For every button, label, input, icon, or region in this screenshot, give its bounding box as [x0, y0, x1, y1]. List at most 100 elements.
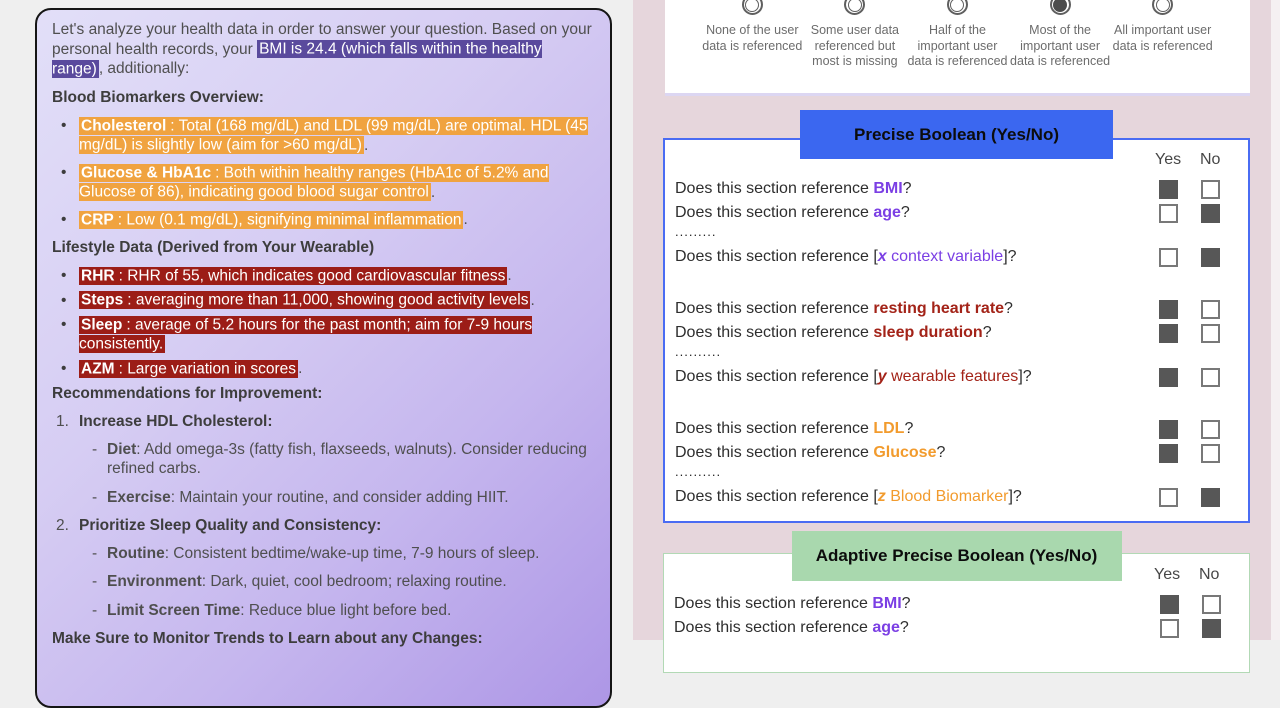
text-run: : Dark, quiet, cool bedroom; relaxing ro… — [201, 573, 507, 590]
list-item-text: Sleep: average of 5.2 hours for the past… — [79, 315, 595, 354]
question-keyword: wearable features — [886, 368, 1019, 385]
highlighted-text: AZM — [79, 359, 117, 378]
highlighted-text: CRP — [79, 210, 116, 229]
highlighted-text: : average of 5.2 hours for the past mont… — [79, 315, 533, 353]
page-edge — [1271, 0, 1280, 640]
text-run: . — [530, 291, 535, 309]
variable-letter: y — [877, 368, 887, 385]
no-checkbox[interactable] — [1201, 203, 1220, 223]
no-checkbox[interactable] — [1202, 618, 1221, 638]
radio-icon[interactable] — [946, 0, 968, 15]
yes-checkbox[interactable] — [1159, 179, 1178, 199]
radio-icon[interactable] — [1152, 0, 1174, 15]
sub-item: - Environment: Dark, quiet, cool bedroom;… — [92, 572, 595, 592]
question-suffix: ? — [982, 324, 992, 341]
list-item-text: CRP: Low (0.1 mg/dL), signifying minimal… — [79, 210, 595, 230]
adaptive-precise-boolean-panel: Adaptive Precise Boolean (Yes/No) Yes No Do… — [663, 531, 1250, 673]
no-checkbox[interactable] — [1201, 367, 1220, 387]
text-run: Blood Biomarkers Overview: — [52, 88, 264, 106]
yes-checkbox[interactable] — [1159, 367, 1178, 387]
question-prefix: Does this section reference — [675, 300, 874, 317]
radio-icon[interactable] — [741, 0, 763, 15]
radio-selected-icon[interactable] — [1049, 0, 1071, 15]
no-checkbox[interactable] — [1201, 419, 1220, 439]
radio-icon[interactable] — [844, 0, 866, 15]
text-run: Diet — [107, 440, 137, 458]
yes-checkbox[interactable] — [1159, 487, 1178, 507]
question-row: Does this section reference [y wearable … — [675, 365, 1220, 389]
question-text: Does this section reference BMI? — [675, 180, 1159, 198]
ellipsis-row: .......... — [675, 464, 722, 479]
likert-option: Most of the important user data is refer… — [1009, 0, 1112, 93]
no-checkbox[interactable] — [1201, 247, 1220, 267]
yes-checkbox[interactable] — [1159, 203, 1178, 223]
bullet-icon: • — [61, 291, 67, 309]
question-keyword: resting heart rate — [873, 300, 1005, 317]
question-text: Does this section reference LDL? — [675, 420, 1159, 438]
no-checkbox[interactable] — [1202, 594, 1221, 614]
section-heading: Lifestyle Data (Derived from Your Wearab… — [52, 238, 595, 258]
text-run: : Reduce blue light before bed. — [240, 601, 452, 619]
item-number: 1. — [56, 413, 69, 430]
question-text: Does this section reference [y wearable … — [675, 368, 1159, 386]
highlighted-text: : averaging more than 11,000, showing go… — [125, 291, 531, 309]
section-heading: Make Sure to Monitor Trends to Learn abo… — [52, 629, 595, 649]
sub-item-text: Exercise: Maintain your routine, and con… — [107, 488, 595, 508]
text-run: Exercise — [107, 488, 171, 506]
ellipsis-row: ......... — [675, 224, 717, 239]
question-keyword: Glucose — [873, 444, 937, 461]
question-prefix: Does this section reference — [675, 420, 874, 437]
bullet-icon: • — [61, 316, 67, 333]
question-suffix: ? — [899, 619, 909, 636]
bullet-icon: • — [61, 164, 67, 181]
question-prefix: Does this section reference — [674, 595, 873, 612]
question-row: Does this section reference age? — [674, 616, 1221, 640]
no-checkbox[interactable] — [1201, 299, 1220, 319]
bullet-icon: • — [61, 360, 67, 377]
yes-checkbox[interactable] — [1159, 323, 1178, 343]
yes-checkbox[interactable] — [1160, 594, 1179, 614]
question-suffix: ? — [902, 180, 912, 197]
ellipsis-row: .......... — [675, 344, 722, 359]
question-keyword: LDL — [873, 420, 905, 437]
no-checkbox[interactable] — [1201, 487, 1220, 507]
text-run: . — [430, 183, 436, 201]
likert-option-label: All important user data is referenced — [1112, 23, 1213, 53]
yes-checkbox[interactable] — [1159, 443, 1178, 463]
likert-option-label: Most of the important user data is refer… — [1010, 23, 1111, 68]
highlighted-text: Glucose & HbA1c — [79, 163, 214, 182]
yes-checkbox[interactable] — [1159, 299, 1178, 319]
spacer — [675, 389, 1220, 417]
question-row: Does this section reference [z Blood Bio… — [675, 485, 1220, 509]
highlighted-text: Cholesterol — [79, 116, 169, 135]
highlighted-text: RHR — [79, 266, 117, 285]
question-row: Does this section reference age? — [675, 201, 1220, 225]
likert-scale-panel: None of the user data is referenced Some … — [665, 0, 1250, 96]
no-checkbox[interactable] — [1201, 323, 1220, 343]
no-checkbox[interactable] — [1201, 179, 1220, 199]
variable-letter: x — [877, 248, 887, 265]
text-run: . — [363, 136, 369, 154]
health-summary-card: Let's analyze your health data in order … — [35, 8, 612, 708]
no-checkbox[interactable] — [1201, 443, 1220, 463]
sub-item: - Exercise: Maintain your routine, and co… — [92, 488, 595, 508]
question-keyword: BMI — [872, 595, 902, 612]
section-heading: Blood Biomarkers Overview: — [52, 88, 595, 108]
paragraph: Let's analyze your health data in order … — [52, 20, 595, 79]
list-item-text: RHR: RHR of 55, which indicates good car… — [79, 266, 595, 286]
sub-item-text: Routine: Consistent bedtime/wake-up time… — [107, 544, 595, 564]
question-text: Does this section reference sleep durati… — [675, 324, 1159, 342]
dash-icon: - — [92, 488, 98, 506]
question-keyword: Blood Biomarker — [885, 488, 1009, 505]
question-text: Does this section reference BMI? — [674, 595, 1160, 613]
text-run: . — [298, 360, 303, 377]
yes-checkbox[interactable] — [1159, 419, 1178, 439]
no-column-header: No — [1200, 151, 1221, 168]
question-prefix: Does this section reference — [674, 619, 873, 636]
question-row: Does this section reference sleep durati… — [675, 321, 1220, 345]
sub-item: - Diet: Add omega-3s (fatty fish, flaxsee… — [92, 440, 595, 479]
yes-checkbox[interactable] — [1159, 247, 1178, 267]
bullet-list: • Cholesterol: Total (168 mg/dL) and LDL … — [52, 116, 595, 230]
sub-item: - Limit Screen Time: Reduce blue light be… — [92, 601, 595, 621]
yes-checkbox[interactable] — [1160, 618, 1179, 638]
